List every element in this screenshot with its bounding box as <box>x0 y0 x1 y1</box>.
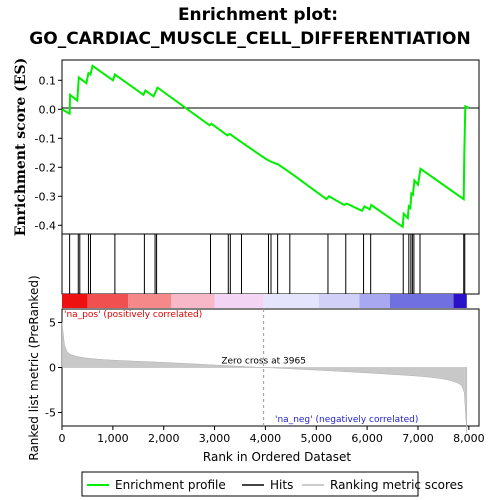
x-tick-label: 4,000 <box>250 432 282 445</box>
x-tick-label: 0 <box>59 432 66 445</box>
rank-color-segment <box>318 294 360 308</box>
legend-label-hits: Hits <box>270 478 293 492</box>
es-panel-frame <box>61 59 480 235</box>
es-y-tick-label: -0.2 <box>35 161 56 174</box>
es-y-tick-label: -0.1 <box>35 132 56 145</box>
x-tick-label: 1,000 <box>97 432 129 445</box>
es-y-tick-label: -0.4 <box>35 219 56 232</box>
x-tick-label: 5,000 <box>301 432 333 445</box>
rank-color-segment <box>214 294 264 308</box>
rank-color-segment <box>390 294 454 308</box>
chart-title-line2: GO_CARDIAC_MUSCLE_CELL_DIFFERENTIATION <box>29 29 470 49</box>
ranking-metric-area <box>61 322 468 434</box>
rank-color-strip <box>62 294 467 308</box>
metric-y-tick-label: 0 <box>49 362 56 375</box>
x-axis: 0 1,000 2,000 3,000 4,000 5,000 6,000 7,000 8,00… <box>59 426 485 445</box>
positive-correlated-label: 'na_pos' (positively correlated) <box>64 310 202 320</box>
x-tick-label: 6,000 <box>351 432 383 445</box>
metric-y-tick-label: 5 <box>49 317 56 330</box>
zero-cross-label: Zero cross at 3965 <box>221 357 306 367</box>
es-y-tick-label: 0.1 <box>39 74 57 87</box>
x-tick-label: 2,000 <box>148 432 180 445</box>
rank-color-segment <box>171 294 215 308</box>
x-axis-label: Rank in Ordered Dataset <box>203 450 351 464</box>
x-tick-label: 7,000 <box>402 432 434 445</box>
rank-color-segment <box>128 294 172 308</box>
rank-color-segment <box>359 294 391 308</box>
rank-color-segment <box>87 294 129 308</box>
legend-label-enrichment-profile: Enrichment profile <box>115 478 226 492</box>
rank-color-segment <box>263 294 319 308</box>
metric-y-tick-label: -5 <box>45 407 56 420</box>
enrichment-profile-line <box>61 64 470 229</box>
es-y-axis-label: Enrichment score (ES) <box>13 58 29 236</box>
x-tick-label: 3,000 <box>199 432 231 445</box>
legend-label-ranking-metric: Ranking metric scores <box>330 478 463 492</box>
es-y-tick-label: -0.3 <box>35 190 56 203</box>
rank-color-segment <box>453 294 467 308</box>
negative-correlated-label: 'na_neg' (negatively correlated) <box>275 415 418 425</box>
chart-title-line1: Enrichment plot: <box>178 5 338 25</box>
metric-y-axis: 5 0 -5 <box>45 317 62 420</box>
metric-y-axis-label: Ranked list metric (PreRanked) <box>27 275 41 460</box>
es-y-axis: 0.1 0.0 -0.1 -0.2 -0.3 -0.4 <box>35 74 62 232</box>
hits-marks <box>69 234 466 294</box>
x-tick-label: 8,000 <box>453 432 485 445</box>
rank-color-segment <box>62 294 88 308</box>
hits-panel-frame <box>61 233 480 295</box>
es-y-tick-label: 0.0 <box>39 103 57 116</box>
